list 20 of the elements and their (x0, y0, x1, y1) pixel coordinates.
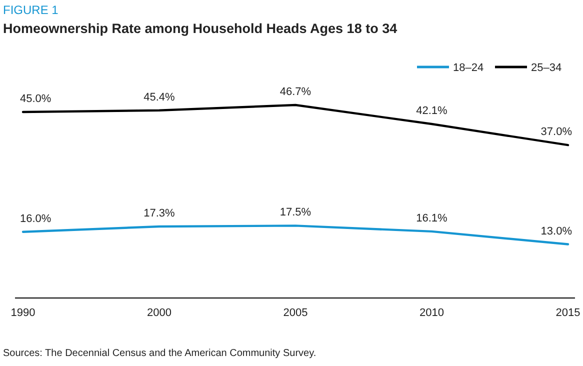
data-label: 16.1% (416, 212, 448, 224)
chart-title: Homeownership Rate among Household Heads Ages 18 to 34 (3, 21, 398, 36)
legend-label: 18–24 (453, 62, 484, 74)
data-label: 17.3% (144, 208, 176, 220)
data-label: 16.0% (20, 212, 52, 225)
x-tick-label: 2010 (420, 307, 444, 319)
x-tick-label: 1990 (10, 307, 36, 319)
data-label: 37.0% (540, 126, 572, 138)
data-label: 45.0% (20, 93, 52, 106)
x-tick-label: 2005 (283, 307, 308, 319)
x-tick-label: 2000 (147, 307, 172, 319)
data-label: 42.1% (416, 105, 448, 118)
legend-label: 25–34 (531, 62, 562, 74)
data-label: 13.0% (540, 225, 572, 238)
caption: FIGURE 1 (3, 3, 59, 17)
source-note: Sources: The Decennial Census and the American Community Survey. (3, 348, 316, 359)
data-label: 17.5% (280, 206, 312, 219)
data-label: 46.7% (280, 86, 312, 98)
data-label: 45.4% (144, 91, 176, 104)
x-tick-label: 2015 (556, 307, 580, 319)
